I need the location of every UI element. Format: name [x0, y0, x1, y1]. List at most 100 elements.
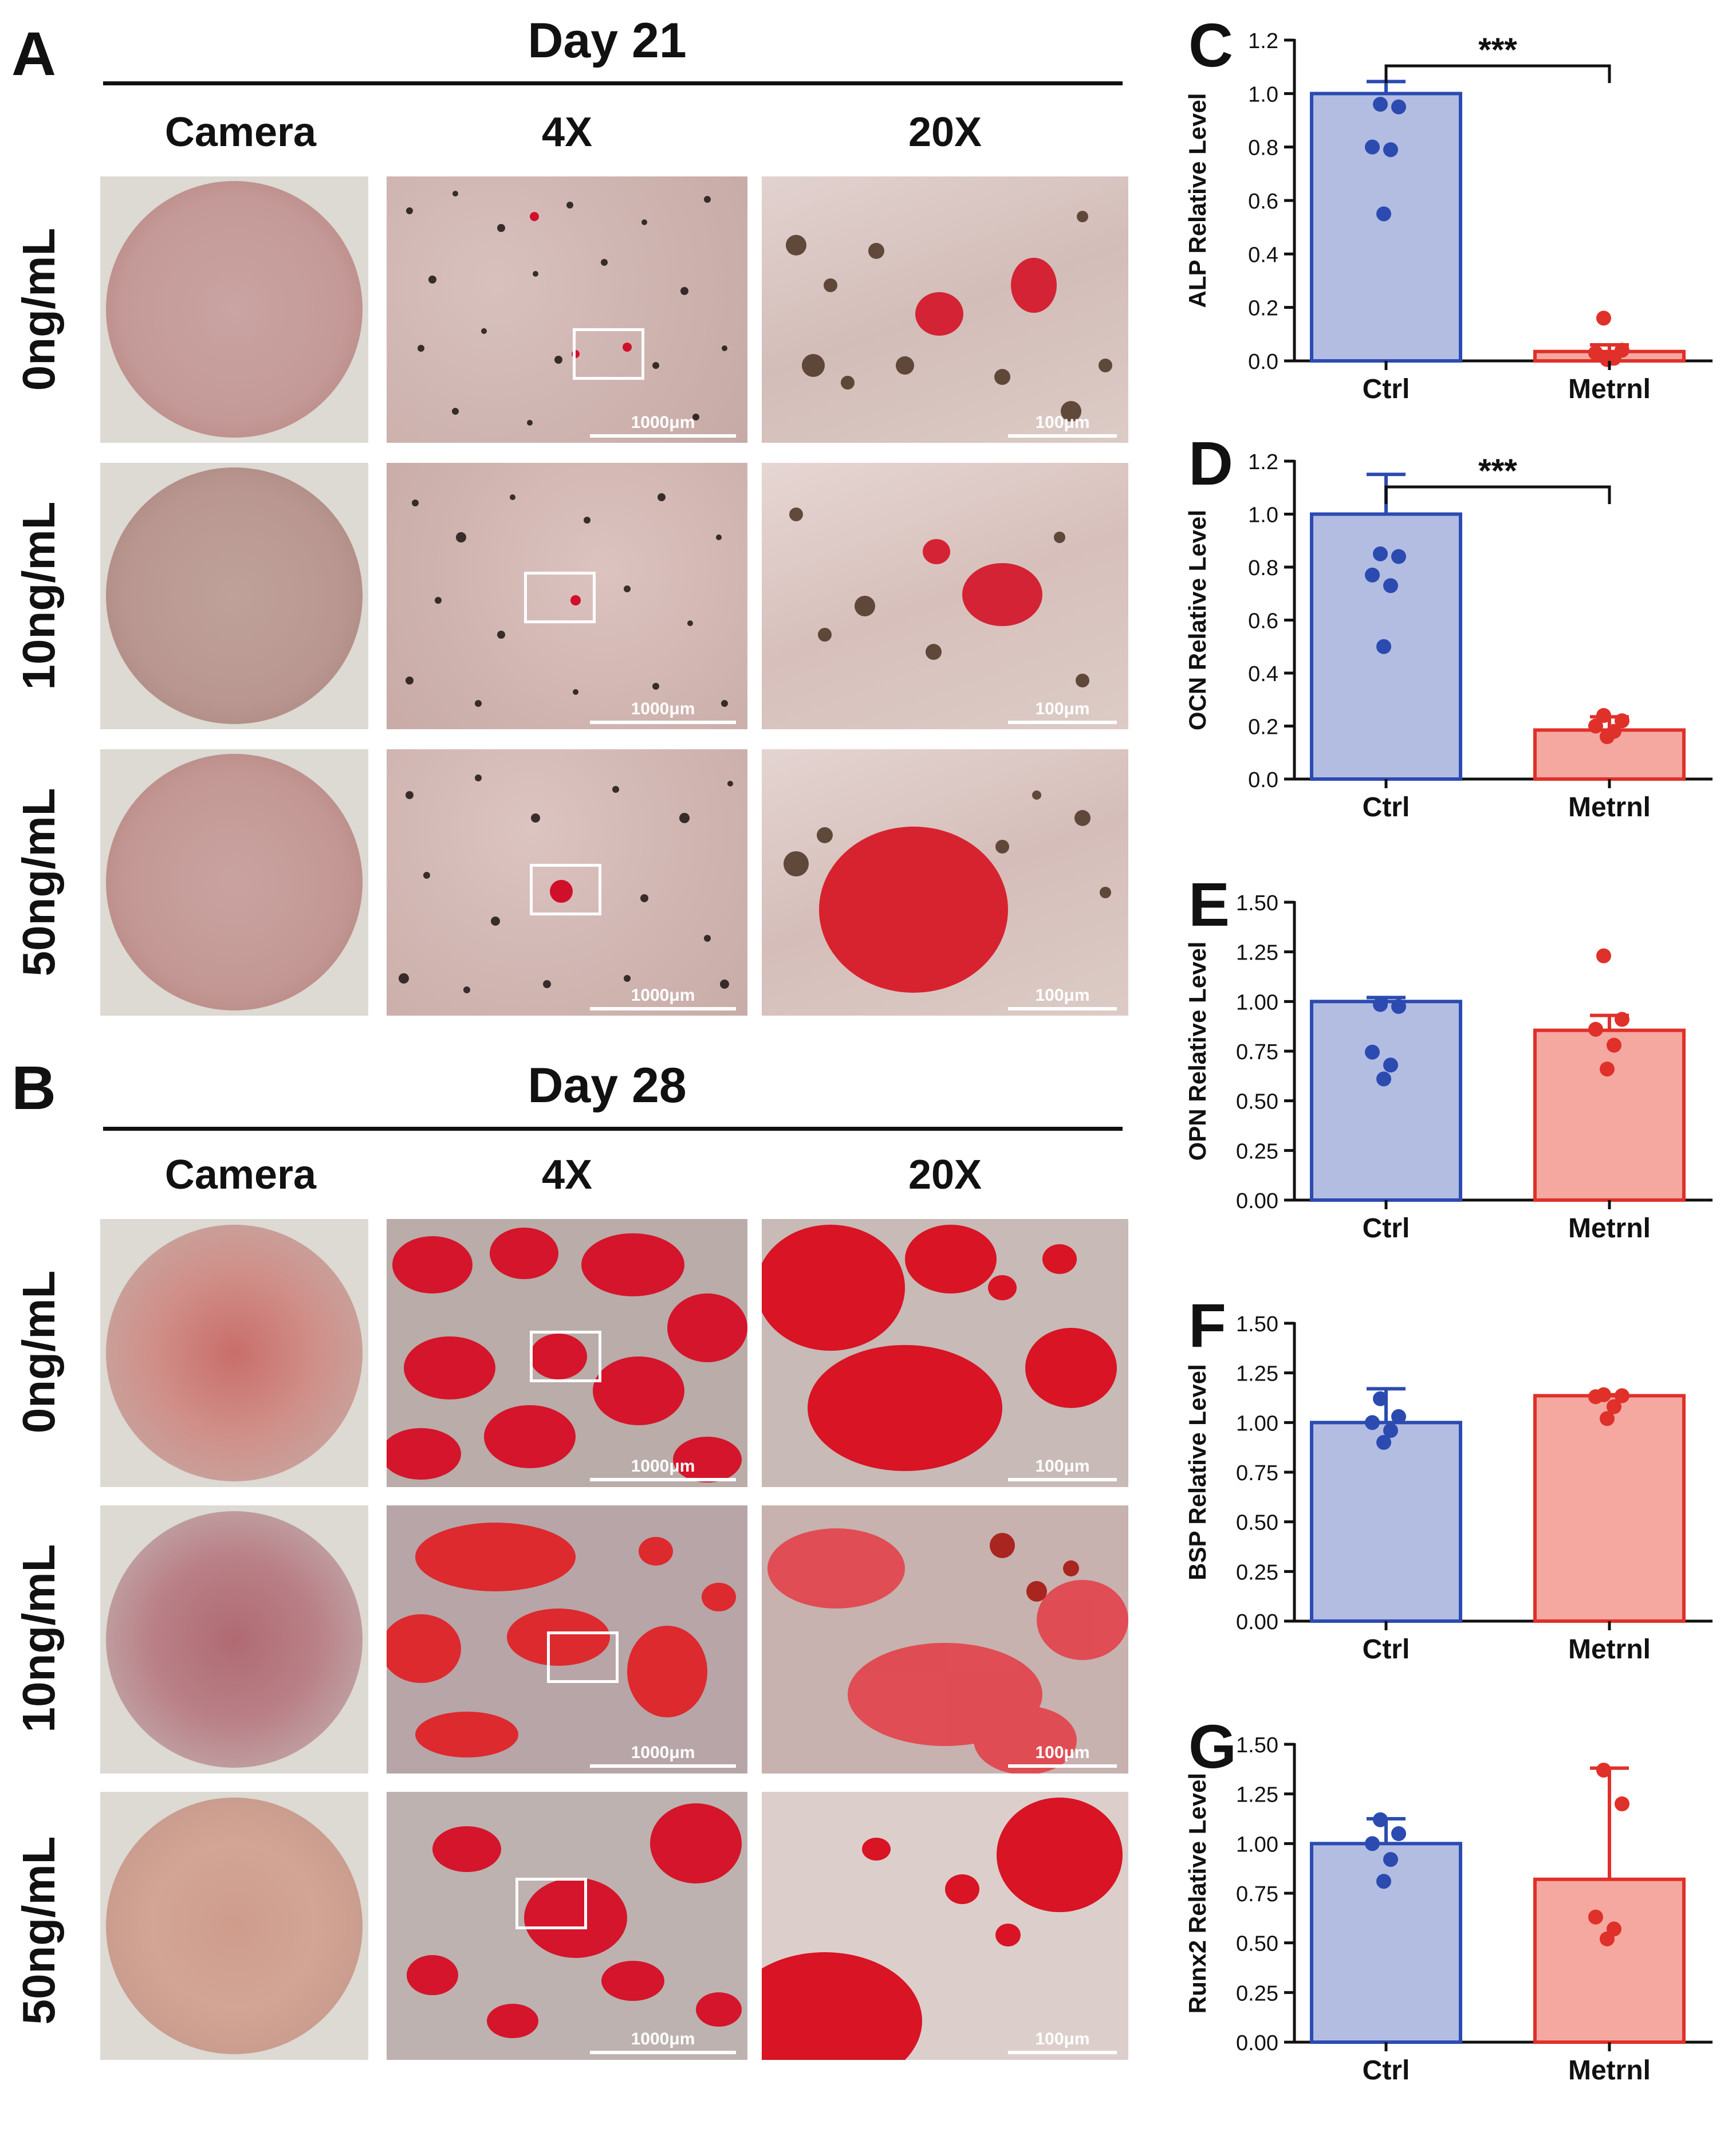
data-point: [1376, 639, 1391, 654]
scale-bar: [1008, 1478, 1117, 1481]
data-point: [1373, 1812, 1388, 1827]
scale-bar: [590, 1007, 736, 1010]
y-tick-label: 1.2: [1248, 450, 1278, 474]
micrograph-20x-a-1: 100μm: [762, 463, 1128, 729]
stain-spots: [784, 791, 1111, 993]
stain-spots: [387, 1228, 747, 1483]
camera-dish-b-1: [100, 1505, 368, 1774]
y-tick-label: 0.2: [1248, 715, 1278, 740]
y-tick-label: 1.00: [1236, 990, 1278, 1014]
y-tick-label: 0.75: [1236, 1461, 1278, 1485]
bar-chart-g: 0.00 0.25 0.50 0.75 1.00 1.25 1.50 Runx2 Relati…: [1184, 1733, 1713, 2086]
significance-bracket: [1384, 485, 1611, 504]
stain-spots: [407, 1803, 742, 2038]
data-point: [1615, 713, 1629, 729]
data-point: [1383, 142, 1398, 158]
bar-chart-f: 0.00 0.25 0.50 0.75 1.00 1.25 1.50 BSP Relative…: [1184, 1312, 1713, 1665]
camera-dish-a-0: [100, 176, 368, 443]
data-point: [1373, 997, 1388, 1012]
y-tick-label: 1.0: [1248, 82, 1278, 107]
chart-f: F 0.00 0.25 0.50 0.75 1.00 1.25 1.50 BSP Relati…: [1163, 1269, 1735, 1693]
y-tick-label: 1.0: [1248, 504, 1278, 528]
y-tick-label: 0.4: [1248, 662, 1278, 686]
data-point: [1383, 578, 1398, 593]
micrograph-4x-a-1: 1000μm: [387, 463, 747, 729]
y-tick-label: 0.2: [1248, 297, 1278, 321]
stain-spots: [786, 211, 1112, 422]
data-point: [1600, 1931, 1615, 1946]
bar-chart-c: 0.0 0.2 0.4 0.6 0.8 1.0 1.2 ALP Relative Level C…: [1184, 29, 1713, 404]
micrograph-4x-a-2: 1000μm: [387, 749, 747, 1016]
y-axis-label: OCN Relative Level: [1184, 510, 1211, 730]
micrograph-20x-b-0: 100μm: [762, 1219, 1128, 1487]
data-point: [1365, 567, 1380, 583]
panel-label-f: F: [1188, 1291, 1226, 1360]
data-point: [1615, 1796, 1629, 1811]
data-point: [1588, 1909, 1603, 1925]
data-point: [1600, 1411, 1615, 1426]
bar-ctrl: [1310, 1000, 1462, 1202]
stain-spots: [762, 1798, 1123, 2060]
data-point: [1383, 1057, 1398, 1073]
micrograph-4x-b-0: 1000μm: [387, 1219, 747, 1487]
stain-spots: [767, 1528, 1128, 1774]
scale-bar: [590, 721, 736, 724]
data-point: [1596, 1763, 1611, 1778]
x-tick-label: Metrnl: [1568, 374, 1651, 404]
stain-spots: [399, 774, 733, 993]
y-axis-label: Runx2 Relative Level: [1184, 1773, 1211, 2014]
column-header-camera-a: Camera: [164, 109, 317, 155]
chart-e: E 0.00 0.25 0.50 0.75 1.00 1.25 1.50 OPN Relati…: [1163, 848, 1735, 1272]
panel-label-c: C: [1188, 10, 1233, 80]
chart-g: G 0.00 0.25 0.50 0.75 1.00 1.25 1.50 Runx2 Rela…: [1163, 1690, 1735, 2114]
scale-bar: [1008, 1007, 1117, 1010]
culture-dish: [106, 181, 363, 438]
row-label-b-2: 50ng/mL: [13, 1836, 64, 2025]
y-tick-label: 0.25: [1236, 1139, 1278, 1163]
x-tick-label: Ctrl: [1363, 1634, 1410, 1665]
data-point: [1376, 1435, 1391, 1450]
y-tick-label: 1.00: [1236, 1833, 1278, 1857]
x-tick-label: Ctrl: [1363, 374, 1410, 404]
stain-spots: [789, 508, 1089, 687]
row-label-b-0: 0ng/mL: [13, 1270, 64, 1434]
data-point: [1600, 352, 1615, 367]
y-tick-label: 0.4: [1248, 243, 1278, 267]
data-point: [1588, 345, 1603, 360]
x-tick-label: Metrnl: [1568, 2055, 1651, 2086]
y-tick-label: 0.8: [1248, 136, 1278, 160]
panel-label-e: E: [1188, 870, 1230, 939]
y-axis-label: ALP Relative Level: [1184, 93, 1211, 308]
scale-bar-label: 1000μm: [631, 413, 695, 432]
scale-bar-label: 100μm: [1035, 2030, 1090, 2048]
column-header-20x-a: 20X: [908, 109, 982, 155]
data-point: [1376, 1071, 1391, 1087]
micrograph-4x-b-1: 1000μm: [387, 1505, 747, 1774]
column-header-4x-a: 4X: [541, 109, 593, 155]
camera-dish-a-1: [100, 463, 368, 729]
y-tick-label: 1.00: [1236, 1411, 1278, 1436]
significance-label: ***: [1478, 32, 1517, 69]
data-point: [1391, 1409, 1406, 1424]
scale-bar-label: 1000μm: [631, 699, 695, 718]
panel-label-g: G: [1188, 1712, 1237, 1781]
y-tick-label: 0.75: [1236, 1882, 1278, 1906]
data-point: [1596, 948, 1611, 964]
y-tick-label: 0.00: [1236, 1189, 1278, 1213]
y-tick-label: 0.50: [1236, 1511, 1278, 1535]
y-tick-label: 0.00: [1236, 2031, 1278, 2055]
data-point: [1596, 708, 1611, 723]
scale-bar-label: 1000μm: [631, 986, 695, 1005]
bar-ctrl: [1310, 92, 1462, 363]
stain-spots: [406, 493, 728, 707]
data-point: [1365, 1044, 1380, 1060]
x-tick-label: Ctrl: [1363, 792, 1410, 823]
scale-bar: [590, 1478, 736, 1481]
data-point: [1615, 1012, 1629, 1027]
data-point: [1588, 1389, 1603, 1405]
y-tick-label: 0.0: [1248, 350, 1278, 374]
panel-label-d: D: [1188, 428, 1233, 498]
y-tick-label: 0.50: [1236, 1090, 1278, 1114]
data-point: [1365, 139, 1380, 155]
significance-bracket: [1384, 64, 1611, 83]
